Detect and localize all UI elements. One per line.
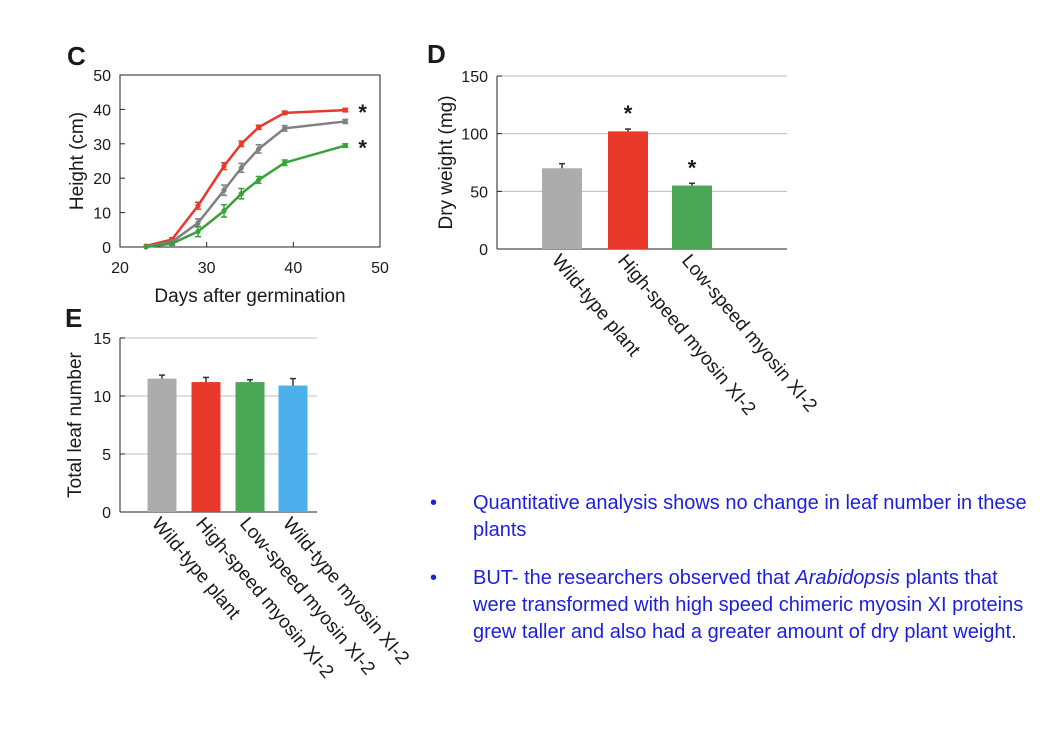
x-tick-label: 20 — [111, 260, 129, 277]
y-axis-title: Dry weight (mg) — [436, 95, 457, 229]
panel-c-letter: C — [67, 41, 86, 71]
bar — [235, 382, 265, 512]
bullet-text-post: plants that were transformed with high s… — [473, 567, 1024, 643]
plot-frame — [119, 74, 381, 248]
y-tick-label: 150 — [461, 69, 488, 86]
bar — [191, 382, 221, 512]
y-tick-label: 15 — [93, 331, 111, 348]
bullet-marker: • — [430, 567, 438, 589]
data-point — [238, 165, 244, 171]
series-line — [145, 108, 346, 248]
y-tick-label: 10 — [93, 389, 111, 406]
bullet-item: • Quantitative analysis shows no change … — [430, 490, 1030, 544]
data-point — [221, 187, 227, 193]
data-point — [195, 220, 201, 226]
panel-c-line-chart: C 0 10 20 30 40 50 20 30 40 50 Days after germinat… — [67, 41, 389, 307]
data-point — [282, 125, 288, 131]
bar — [278, 385, 308, 512]
significance-marker: * — [358, 136, 367, 161]
significance-marker: * — [358, 100, 367, 125]
bar — [542, 168, 582, 249]
y-tick-label: 50 — [93, 68, 111, 85]
x-tick-label: 50 — [371, 260, 389, 277]
data-point — [195, 203, 201, 209]
y-tick-label: 50 — [470, 184, 488, 201]
data-point — [169, 240, 175, 247]
y-tick-label: 20 — [93, 171, 111, 188]
data-point — [195, 228, 201, 235]
y-tick-label: 100 — [461, 127, 488, 144]
x-axis-title: Days after germination — [154, 286, 345, 307]
bullet-text: BUT- the researchers observed that Arabi… — [473, 567, 1023, 643]
bar — [672, 185, 712, 249]
bar — [147, 378, 177, 512]
data-point — [342, 142, 348, 149]
data-point — [256, 146, 262, 152]
y-tick-label: 30 — [93, 137, 111, 154]
data-point — [143, 244, 149, 250]
significance-marker: * — [624, 101, 633, 126]
y-tick-label: 0 — [102, 240, 111, 257]
y-tick-label: 10 — [93, 206, 111, 223]
data-point — [342, 107, 348, 113]
bullet-marker: • — [430, 492, 438, 514]
bullet-text-pre: BUT- the researchers observed that — [473, 567, 796, 589]
data-point — [238, 191, 244, 197]
y-tick-label: 5 — [102, 447, 111, 464]
data-point — [238, 141, 244, 147]
data-point — [221, 208, 227, 214]
significance-marker: * — [688, 155, 697, 180]
bar — [608, 131, 648, 249]
bullet-text: Quantitative analysis shows no change in… — [473, 492, 1027, 541]
data-point — [256, 177, 262, 183]
data-point — [282, 160, 288, 166]
y-tick-label: 0 — [102, 505, 111, 522]
panel-e-letter: E — [65, 303, 82, 333]
y-tick-label: 40 — [93, 102, 111, 119]
series-line — [145, 144, 346, 249]
data-point — [282, 110, 288, 116]
x-tick-label: 30 — [198, 260, 216, 277]
y-tick-label: 0 — [479, 242, 488, 259]
data-point — [256, 124, 262, 130]
bullet-text-italic: Arabidopsis — [795, 567, 900, 589]
data-point — [221, 163, 227, 169]
bullet-list: • Quantitative analysis shows no change … — [430, 490, 1030, 667]
bullet-item: • BUT- the researchers observed that Ara… — [430, 565, 1030, 646]
series-line — [145, 120, 346, 248]
x-tick-label: 40 — [284, 260, 302, 277]
data-point — [342, 118, 348, 125]
y-axis-title: Height (cm) — [67, 112, 88, 210]
y-axis-title: Total leaf number — [65, 351, 86, 497]
panel-d-letter: D — [427, 39, 446, 69]
